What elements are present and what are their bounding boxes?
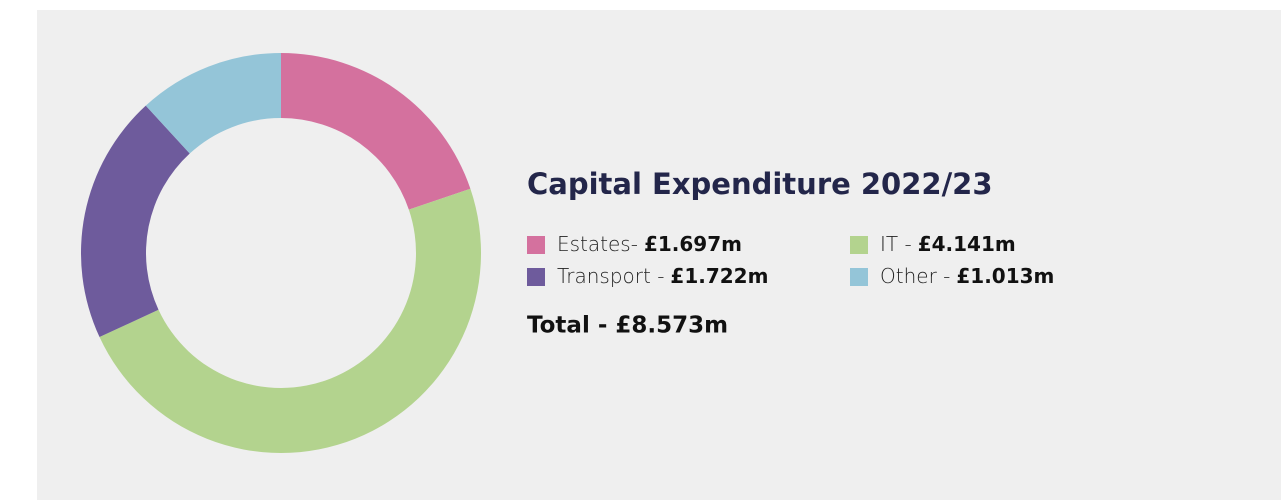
legend-swatch xyxy=(527,268,545,286)
legend-swatch xyxy=(850,268,868,286)
legend-name: Transport - xyxy=(557,264,664,288)
legend-label: IT - £4.141m xyxy=(880,232,1016,256)
donut-slice xyxy=(99,188,481,454)
legend-value: £1.722m xyxy=(670,264,768,288)
legend-name: IT - xyxy=(880,232,912,256)
legend-swatch xyxy=(527,236,545,254)
legend-swatch xyxy=(850,236,868,254)
total-label: Total - £8.573m xyxy=(527,313,728,339)
legend-value: £4.141m xyxy=(918,232,1016,256)
legend-label: Estates- £1.697m xyxy=(557,232,742,256)
donut-slice xyxy=(145,53,281,154)
chart-title: Capital Expenditure 2022/23 xyxy=(527,167,993,201)
legend-value: £1.697m xyxy=(644,232,742,256)
legend-value: £1.013m xyxy=(956,264,1054,288)
donut-slice xyxy=(81,105,190,338)
donut-slice xyxy=(281,53,471,210)
legend-label: Transport - £1.722m xyxy=(557,264,768,288)
legend-name: Other - xyxy=(880,264,950,288)
legend-name: Estates- xyxy=(557,232,638,256)
legend-label: Other - £1.013m xyxy=(880,264,1054,288)
